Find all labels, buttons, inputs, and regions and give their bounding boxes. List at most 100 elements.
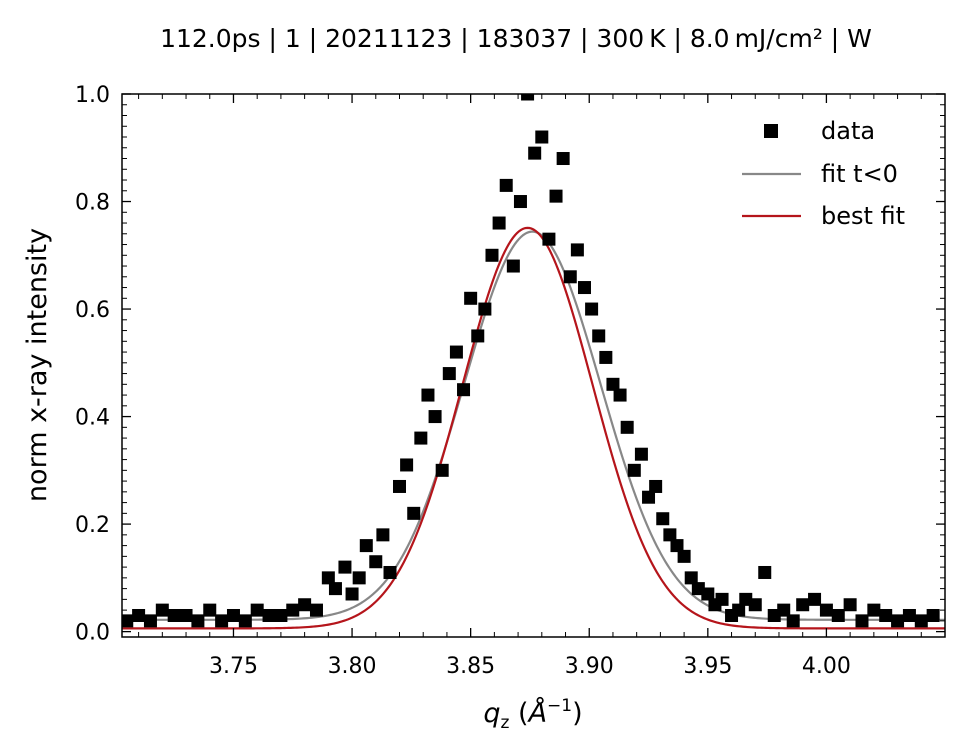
data-point bbox=[677, 549, 691, 563]
data-point bbox=[492, 216, 506, 230]
data-point bbox=[250, 603, 264, 617]
data-point bbox=[642, 490, 656, 504]
data-point bbox=[855, 614, 869, 628]
data-point bbox=[649, 479, 663, 493]
data-point bbox=[556, 152, 570, 166]
data-point bbox=[400, 458, 414, 472]
data-point bbox=[298, 598, 312, 612]
x-tick-label: 3.95 bbox=[683, 654, 732, 679]
data-point bbox=[715, 592, 729, 606]
data-point bbox=[226, 608, 240, 622]
plot-area: 3.75 3.80 3.85 3.90 3.95 4.00 0.0 0.2 0.4 0.6 0.8 1… bbox=[75, 83, 946, 679]
data-point bbox=[613, 388, 627, 402]
data-point bbox=[428, 410, 442, 424]
data-point bbox=[191, 614, 205, 628]
x-tick-label: 3.85 bbox=[446, 654, 495, 679]
data-point bbox=[321, 571, 335, 585]
y-tick-label: 0.8 bbox=[75, 191, 110, 216]
data-point bbox=[352, 571, 366, 585]
data-point bbox=[167, 608, 181, 622]
x-tick-label: 3.80 bbox=[328, 654, 377, 679]
data-point bbox=[563, 270, 577, 284]
y-tick-label: 0.6 bbox=[75, 298, 110, 323]
data-point bbox=[843, 598, 857, 612]
data-point bbox=[570, 243, 584, 257]
data-point bbox=[309, 603, 323, 617]
data-point bbox=[478, 302, 492, 316]
data-point bbox=[499, 178, 513, 192]
data-point bbox=[620, 420, 634, 434]
data-point bbox=[328, 582, 342, 596]
data-point bbox=[513, 195, 527, 209]
data-point bbox=[777, 603, 791, 617]
data-point bbox=[670, 539, 684, 553]
data-point bbox=[359, 539, 373, 553]
data-point bbox=[879, 608, 893, 622]
data-point bbox=[238, 614, 252, 628]
data-point bbox=[867, 603, 881, 617]
data-point bbox=[732, 603, 746, 617]
data-point bbox=[914, 614, 928, 628]
data-point bbox=[345, 587, 359, 601]
y-axis-title: norm x-ray intensity bbox=[22, 228, 53, 502]
y-tick-label: 0.0 bbox=[75, 621, 110, 646]
data-point bbox=[748, 598, 762, 612]
data-point bbox=[122, 614, 134, 628]
x-tick-label: 3.75 bbox=[209, 654, 258, 679]
data-point bbox=[392, 479, 406, 493]
data-point bbox=[449, 345, 463, 359]
data-point bbox=[421, 388, 435, 402]
data-point bbox=[471, 329, 485, 343]
data-point bbox=[485, 248, 499, 262]
data-point bbox=[606, 377, 620, 391]
data-point bbox=[549, 189, 563, 203]
data-point bbox=[376, 528, 390, 542]
data-point bbox=[634, 447, 648, 461]
data-point bbox=[577, 281, 591, 295]
legend-marker-data bbox=[764, 124, 778, 138]
series-line-fit-t-0 bbox=[122, 230, 945, 621]
data-point bbox=[819, 603, 833, 617]
data-point bbox=[592, 329, 606, 343]
data-point bbox=[585, 302, 599, 316]
y-tick-label: 0.4 bbox=[75, 406, 110, 431]
data-point bbox=[902, 608, 916, 622]
data-point bbox=[338, 560, 352, 574]
data-point bbox=[262, 608, 276, 622]
data-point bbox=[542, 232, 556, 246]
x-axis-title: qz (Å−1) bbox=[483, 696, 582, 733]
data-point bbox=[656, 512, 670, 526]
data-point bbox=[701, 587, 715, 601]
data-point bbox=[786, 614, 800, 628]
data-point bbox=[926, 608, 940, 622]
data-point bbox=[535, 130, 549, 144]
data-point bbox=[215, 614, 229, 628]
data-point bbox=[286, 603, 300, 617]
y-tick-label: 1.0 bbox=[75, 83, 110, 108]
chart-title: 112.0ps | 1 | 20211123 | 183037 | 300 K … bbox=[160, 24, 872, 53]
data-point bbox=[143, 614, 157, 628]
data-point bbox=[684, 571, 698, 585]
data-point bbox=[383, 565, 397, 579]
data-point bbox=[528, 146, 542, 160]
data-point bbox=[663, 528, 677, 542]
data-point bbox=[274, 608, 288, 622]
data-point bbox=[155, 603, 169, 617]
data-point bbox=[414, 431, 428, 445]
data-point bbox=[831, 608, 845, 622]
y-tick-label: 0.2 bbox=[75, 513, 110, 538]
data-point bbox=[796, 598, 810, 612]
data-point bbox=[179, 608, 193, 622]
data-point bbox=[808, 592, 822, 606]
data-point bbox=[599, 350, 613, 364]
legend: data fit t<0 best fit bbox=[742, 117, 905, 230]
legend-label: best fit bbox=[821, 202, 905, 230]
data-point bbox=[506, 259, 520, 273]
data-point bbox=[627, 463, 641, 477]
legend-label: fit t<0 bbox=[821, 160, 898, 188]
series-line-best-fit bbox=[122, 226, 945, 630]
data-point bbox=[521, 94, 535, 101]
data-point bbox=[464, 291, 478, 305]
svg-text:qz (Å−1): qz (Å−1) bbox=[483, 696, 582, 733]
